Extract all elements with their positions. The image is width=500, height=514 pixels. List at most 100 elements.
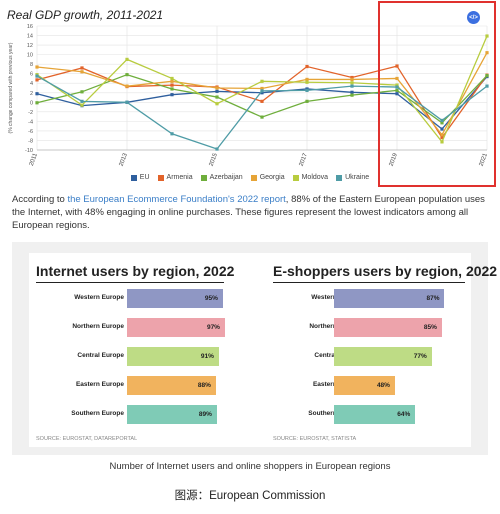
- legend-swatch: [250, 174, 257, 181]
- bar-eastern: 48%: [334, 376, 395, 395]
- data-point-moldova: [125, 57, 129, 61]
- y-tick-label: 6: [30, 72, 33, 78]
- data-point-georgia: [170, 79, 174, 83]
- gdp-chart-title: Real GDP growth, 2011-2021: [7, 8, 164, 22]
- data-point-armenia: [395, 64, 399, 68]
- data-point-eu: [395, 92, 399, 96]
- legend-label: Moldova: [301, 174, 329, 181]
- legend-swatch: [292, 174, 299, 181]
- bar-category-label: Central Europe: [77, 352, 124, 359]
- data-point-moldova: [170, 76, 174, 81]
- highlight-frame: [378, 1, 496, 187]
- image-attribution: 图源：European Commission: [174, 490, 326, 502]
- data-point-azerbaijan: [260, 115, 264, 119]
- bar-southern: 64%: [334, 405, 416, 424]
- data-point-azerbaijan: [35, 101, 39, 105]
- legend-item-armenia[interactable]: Armenia: [157, 174, 193, 181]
- y-tick-label: -8: [28, 138, 33, 144]
- data-point-georgia: [125, 84, 129, 88]
- y-tick-label: -10: [25, 148, 33, 154]
- data-point-georgia: [260, 86, 264, 91]
- x-tick-label: 2019: [389, 152, 399, 167]
- data-point-armenia: [260, 99, 264, 103]
- code-icon[interactable]: </>: [467, 11, 480, 24]
- data-point-armenia: [80, 66, 84, 70]
- bar-central: 91%: [127, 347, 219, 366]
- data-point-ukraine: [260, 89, 264, 93]
- y-tick-label: 10: [27, 53, 33, 59]
- legend-swatch: [336, 174, 343, 181]
- figure-caption: Number of Internet users and online shop…: [109, 461, 391, 472]
- data-point-georgia: [395, 76, 399, 81]
- data-point-armenia: [35, 78, 39, 82]
- y-tick-label: 2: [30, 91, 33, 97]
- data-point-eu: [215, 89, 219, 93]
- data-point-azerbaijan: [125, 73, 129, 77]
- data-point-armenia: [440, 136, 444, 140]
- data-point-eu: [350, 90, 354, 94]
- y-tick-label: 4: [30, 81, 33, 87]
- legend-item-ukraine[interactable]: Ukraine: [336, 174, 369, 181]
- legend-label: Azerbaijan: [209, 174, 243, 181]
- data-point-ukraine: [80, 99, 84, 103]
- legend-swatch: [130, 174, 137, 181]
- bar-category-label: Eastern Europe: [75, 381, 124, 388]
- data-point-eu: [35, 92, 39, 96]
- y-tick-label: -6: [28, 129, 33, 135]
- bar-northern: 85%: [334, 318, 442, 337]
- bar-eastern: 88%: [127, 376, 216, 395]
- legend-swatch: [200, 174, 207, 181]
- data-point-ukraine: [35, 74, 39, 78]
- eshop-panel-source: SOURCE: EUROSTAT, STATISTA: [273, 436, 357, 442]
- paragraph-text-end: , 88% of the Eastern European population…: [12, 194, 485, 231]
- y-tick-label: 14: [27, 34, 33, 40]
- y-tick-label: 0: [30, 100, 33, 106]
- report-link[interactable]: the European Ecommerce Foundation's 2022…: [67, 194, 286, 205]
- data-point-azerbaijan: [80, 90, 84, 94]
- data-point-georgia: [80, 70, 84, 74]
- data-point-moldova: [485, 34, 489, 38]
- data-point-ukraine: [305, 88, 309, 92]
- bar-southern: 89%: [127, 405, 217, 424]
- bar-western: 87%: [334, 289, 445, 308]
- legend-item-eu[interactable]: EU: [130, 174, 150, 181]
- internet-panel-source: SOURCE: EUROSTAT, DATAREPORTAL: [36, 436, 138, 442]
- bar-category-label: Northern Europe: [72, 323, 124, 330]
- data-point-georgia: [485, 51, 489, 55]
- data-point-eu: [170, 93, 174, 97]
- y-axis-label: (% change compared with previous year): [8, 42, 14, 133]
- data-point-moldova: [440, 140, 444, 144]
- data-point-azerbaijan: [170, 87, 174, 91]
- internet-panel-rule: [36, 282, 224, 283]
- data-point-ukraine: [125, 100, 129, 104]
- bar-category-label: Southern Europe: [71, 410, 124, 417]
- eshop-panel-rule: [273, 282, 465, 283]
- data-point-moldova: [350, 81, 354, 85]
- gdp-chart-legend: EU Armenia Azerbaijan Georgia Moldova Ukraine: [0, 174, 500, 181]
- data-point-moldova: [80, 103, 84, 107]
- x-tick-label: 2021: [479, 152, 489, 167]
- data-point-georgia: [440, 133, 444, 137]
- data-point-azerbaijan: [350, 93, 354, 97]
- x-tick-label: 2013: [119, 152, 129, 167]
- legend-item-azerbaijan[interactable]: Azerbaijan: [200, 174, 243, 181]
- bar-northern: 97%: [127, 318, 225, 337]
- legend-item-georgia[interactable]: Georgia: [250, 174, 285, 181]
- x-tick-label: 2017: [299, 152, 309, 167]
- legend-item-moldova[interactable]: Moldova: [292, 174, 329, 181]
- data-point-azerbaijan: [395, 88, 399, 92]
- legend-label: Armenia: [166, 174, 193, 181]
- bar-central: 77%: [334, 347, 432, 366]
- data-point-azerbaijan: [215, 95, 219, 99]
- paragraph-text-start: According to: [12, 194, 68, 205]
- data-point-ukraine: [395, 85, 399, 89]
- y-tick-label: -4: [28, 119, 33, 125]
- legend-label: Georgia: [259, 174, 285, 181]
- intro-paragraph: According to the European Ecommerce Foun…: [12, 193, 492, 232]
- data-point-azerbaijan: [440, 121, 444, 125]
- data-point-ukraine: [440, 118, 444, 123]
- data-point-armenia: [170, 83, 174, 87]
- legend-label: Ukraine: [345, 174, 370, 181]
- data-point-ukraine: [350, 84, 354, 88]
